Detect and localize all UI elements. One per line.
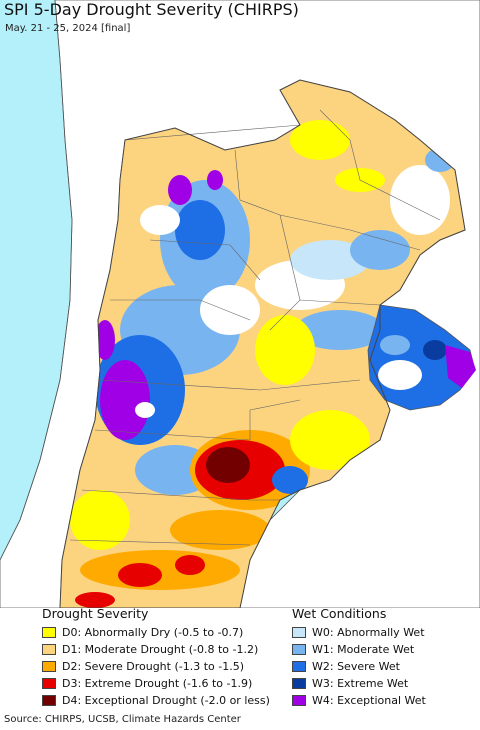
legend-item-d3: D3: Extreme Drought (-1.6 to -1.9) [42,675,270,692]
legend-item-w3: W3: Extreme Wet [292,675,426,692]
legend-swatch [42,627,56,638]
legend-item-w4: W4: Exceptional Wet [292,692,426,709]
legend-swatch [42,695,56,706]
legend-label: D3: Extreme Drought (-1.6 to -1.9) [62,677,253,690]
drought-legend-title: Drought Severity [42,606,149,621]
legend-label: W1: Moderate Wet [312,643,415,656]
province-borders [69,109,441,546]
legend-label: D1: Moderate Drought (-0.8 to -1.2) [62,643,259,656]
legend-item-d1: D1: Moderate Drought (-0.8 to -1.2) [42,641,270,658]
legend-item-d4: D4: Exceptional Drought (-2.0 or less) [42,692,270,709]
legend-label: D4: Exceptional Drought (-2.0 or less) [62,694,270,707]
country-outline [59,79,466,608]
legend-label: D0: Abnormally Dry (-0.5 to -0.7) [62,626,244,639]
drought-map [0,0,480,608]
legend-swatch [292,695,306,706]
legend-swatch [292,678,306,689]
source-credit: Source: CHIRPS, UCSB, Climate Hazards Ce… [4,714,241,725]
legend-item-w2: W2: Severe Wet [292,658,426,675]
legend-item-d0: D0: Abnormally Dry (-0.5 to -0.7) [42,624,270,641]
wet-legend-title: Wet Conditions [292,606,387,621]
legend-swatch [42,678,56,689]
legend-item-w1: W1: Moderate Wet [292,641,426,658]
chile-coastline [0,0,73,561]
legend-swatch [292,661,306,672]
legend-label: W3: Extreme Wet [312,677,409,690]
legend-swatch [42,644,56,655]
legend-label: D2: Severe Drought (-1.3 to -1.5) [62,660,245,673]
legend-label: W0: Abnormally Wet [312,626,425,639]
wet-legend: Wet Conditions W0: Abnormally Wet W1: Mo… [292,606,426,709]
map-title: SPI 5-Day Drought Severity (CHIRPS) [4,0,299,19]
legend-item-d2: D2: Severe Drought (-1.3 to -1.5) [42,658,270,675]
legend-swatch [42,661,56,672]
legend-label: W2: Severe Wet [312,660,400,673]
drought-legend: Drought Severity D0: Abnormally Dry (-0.… [42,606,270,709]
legend-swatch [292,644,306,655]
legend-label: W4: Exceptional Wet [312,694,426,707]
legend-swatch [292,627,306,638]
legend-item-w0: W0: Abnormally Wet [292,624,426,641]
map-subtitle: May. 21 - 25, 2024 [final] [5,23,131,34]
